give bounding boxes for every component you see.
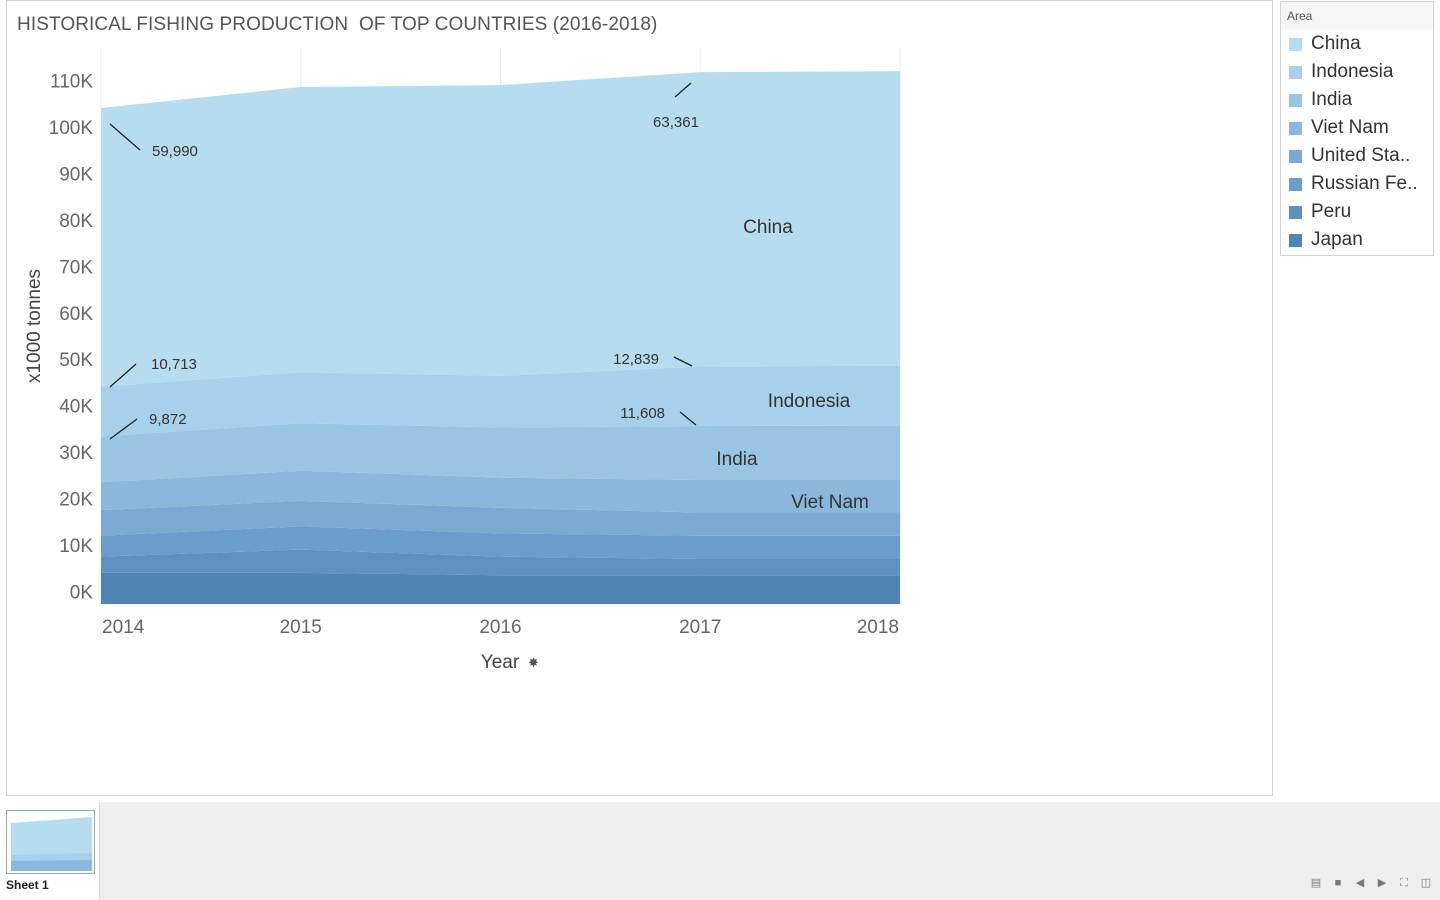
x-tick-label: 2018 — [857, 617, 899, 638]
y-tick-label: 10K — [59, 536, 93, 557]
sheet-tab-label[interactable]: Sheet 1 — [6, 878, 49, 892]
y-tick-label: 20K — [59, 490, 93, 511]
legend-item[interactable]: Indonesia — [1281, 58, 1433, 86]
toolbar: ▤ ■ ◀ ▶ ⛶ ◫ — [1310, 877, 1432, 889]
annotation-label: 63,361 — [653, 114, 699, 131]
x-tick-label: 2016 — [479, 617, 521, 638]
area-viet-nam[interactable] — [101, 470, 900, 513]
sheet-bar — [0, 802, 1440, 900]
pin-icon[interactable]: ✸ — [528, 656, 539, 671]
legend-item[interactable]: Peru — [1281, 198, 1433, 226]
y-tick-label: 60K — [59, 304, 93, 325]
x-axis-title: Year — [481, 652, 520, 673]
annotation-label: 11,608 — [620, 405, 665, 422]
legend: Area China Indonesia India Viet Nam United S… — [1280, 1, 1434, 256]
legend-swatch — [1289, 205, 1302, 219]
annotation-leader — [674, 82, 692, 98]
x-tick-label: 2014 — [102, 617, 145, 638]
annotation-leader — [109, 418, 138, 440]
area-label: India — [716, 449, 758, 470]
legend-swatch — [1289, 177, 1302, 191]
legend-swatch — [1289, 93, 1302, 107]
legend-item[interactable]: India — [1281, 86, 1433, 114]
area-india[interactable] — [101, 423, 900, 483]
presentation-mode-icon[interactable]: ◫ — [1420, 877, 1432, 889]
sheet-tab[interactable]: Sheet 1 — [0, 802, 100, 900]
next-icon[interactable]: ▶ — [1377, 877, 1387, 889]
x-tick-label: 2015 — [280, 617, 322, 638]
legend-swatch — [1289, 233, 1302, 247]
legend-swatch — [1289, 121, 1302, 135]
area-japan[interactable] — [101, 572, 900, 604]
sheet-thumbnail[interactable] — [6, 810, 95, 874]
thumbnail-chart — [11, 817, 92, 871]
legend-item[interactable]: Viet Nam — [1281, 114, 1433, 142]
legend-label: Peru — [1311, 201, 1352, 222]
area-russian-fe[interactable] — [101, 526, 900, 559]
annotation-label: 9,872 — [149, 411, 187, 428]
y-tick-label: 100K — [49, 118, 94, 139]
annotation-leader — [679, 411, 697, 426]
grid-icon[interactable]: ■ — [1334, 877, 1342, 889]
area-label: China — [743, 217, 793, 238]
area-label: Viet Nam — [791, 492, 869, 513]
area-united-sta[interactable] — [101, 500, 900, 536]
y-tick-label: 80K — [59, 211, 93, 232]
prev-icon[interactable]: ◀ — [1355, 877, 1365, 889]
annotation-leader — [109, 363, 137, 388]
y-tick-label: 50K — [59, 350, 93, 371]
legend-swatch — [1289, 65, 1302, 79]
y-tick-label: 70K — [59, 257, 93, 278]
legend-label: Japan — [1311, 229, 1363, 250]
y-tick-label: 0K — [70, 582, 94, 603]
legend-title: Area — [1281, 2, 1433, 30]
chart-title: HISTORICAL FISHING PRODUCTION OF TOP COU… — [17, 14, 658, 35]
legend-label: Russian Fe.. — [1311, 173, 1418, 194]
present-icon[interactable]: ▤ — [1310, 877, 1322, 889]
legend-label: Viet Nam — [1311, 117, 1389, 138]
annotation-leader — [109, 123, 141, 151]
area-label: Indonesia — [768, 391, 851, 412]
x-tick-label: 2017 — [679, 617, 721, 638]
annotation-label: 10,713 — [151, 356, 197, 373]
y-tick-label: 110K — [50, 72, 93, 93]
y-tick-label: 30K — [59, 443, 93, 464]
area-peru[interactable] — [101, 549, 900, 576]
legend-item[interactable]: Japan — [1281, 226, 1433, 254]
legend-label: India — [1311, 89, 1353, 110]
y-axis-title: x1000 tonnes — [24, 269, 45, 383]
y-tick-label: 40K — [59, 397, 93, 418]
annotation-label: 59,990 — [152, 143, 198, 160]
area-china[interactable] — [101, 71, 900, 387]
annotation-label: 12,839 — [613, 351, 659, 368]
legend-swatch — [1289, 37, 1302, 51]
legend-label: Indonesia — [1311, 61, 1394, 82]
legend-swatch — [1289, 149, 1302, 163]
area-chart: 0K 10K 20K 30K 40K 50K 60K 70K 80K 90K 100K 110K 201… — [24, 48, 901, 673]
fullscreen-icon[interactable]: ⛶ — [1400, 877, 1408, 889]
area-indonesia[interactable] — [101, 365, 900, 437]
legend-item[interactable]: United Sta.. — [1281, 142, 1433, 170]
legend-item[interactable]: Russian Fe.. — [1281, 170, 1433, 198]
legend-label: United Sta.. — [1311, 145, 1411, 166]
annotation-leader — [673, 356, 693, 367]
y-tick-label: 90K — [59, 164, 93, 185]
legend-item[interactable]: China — [1281, 30, 1433, 58]
legend-label: China — [1311, 33, 1361, 54]
